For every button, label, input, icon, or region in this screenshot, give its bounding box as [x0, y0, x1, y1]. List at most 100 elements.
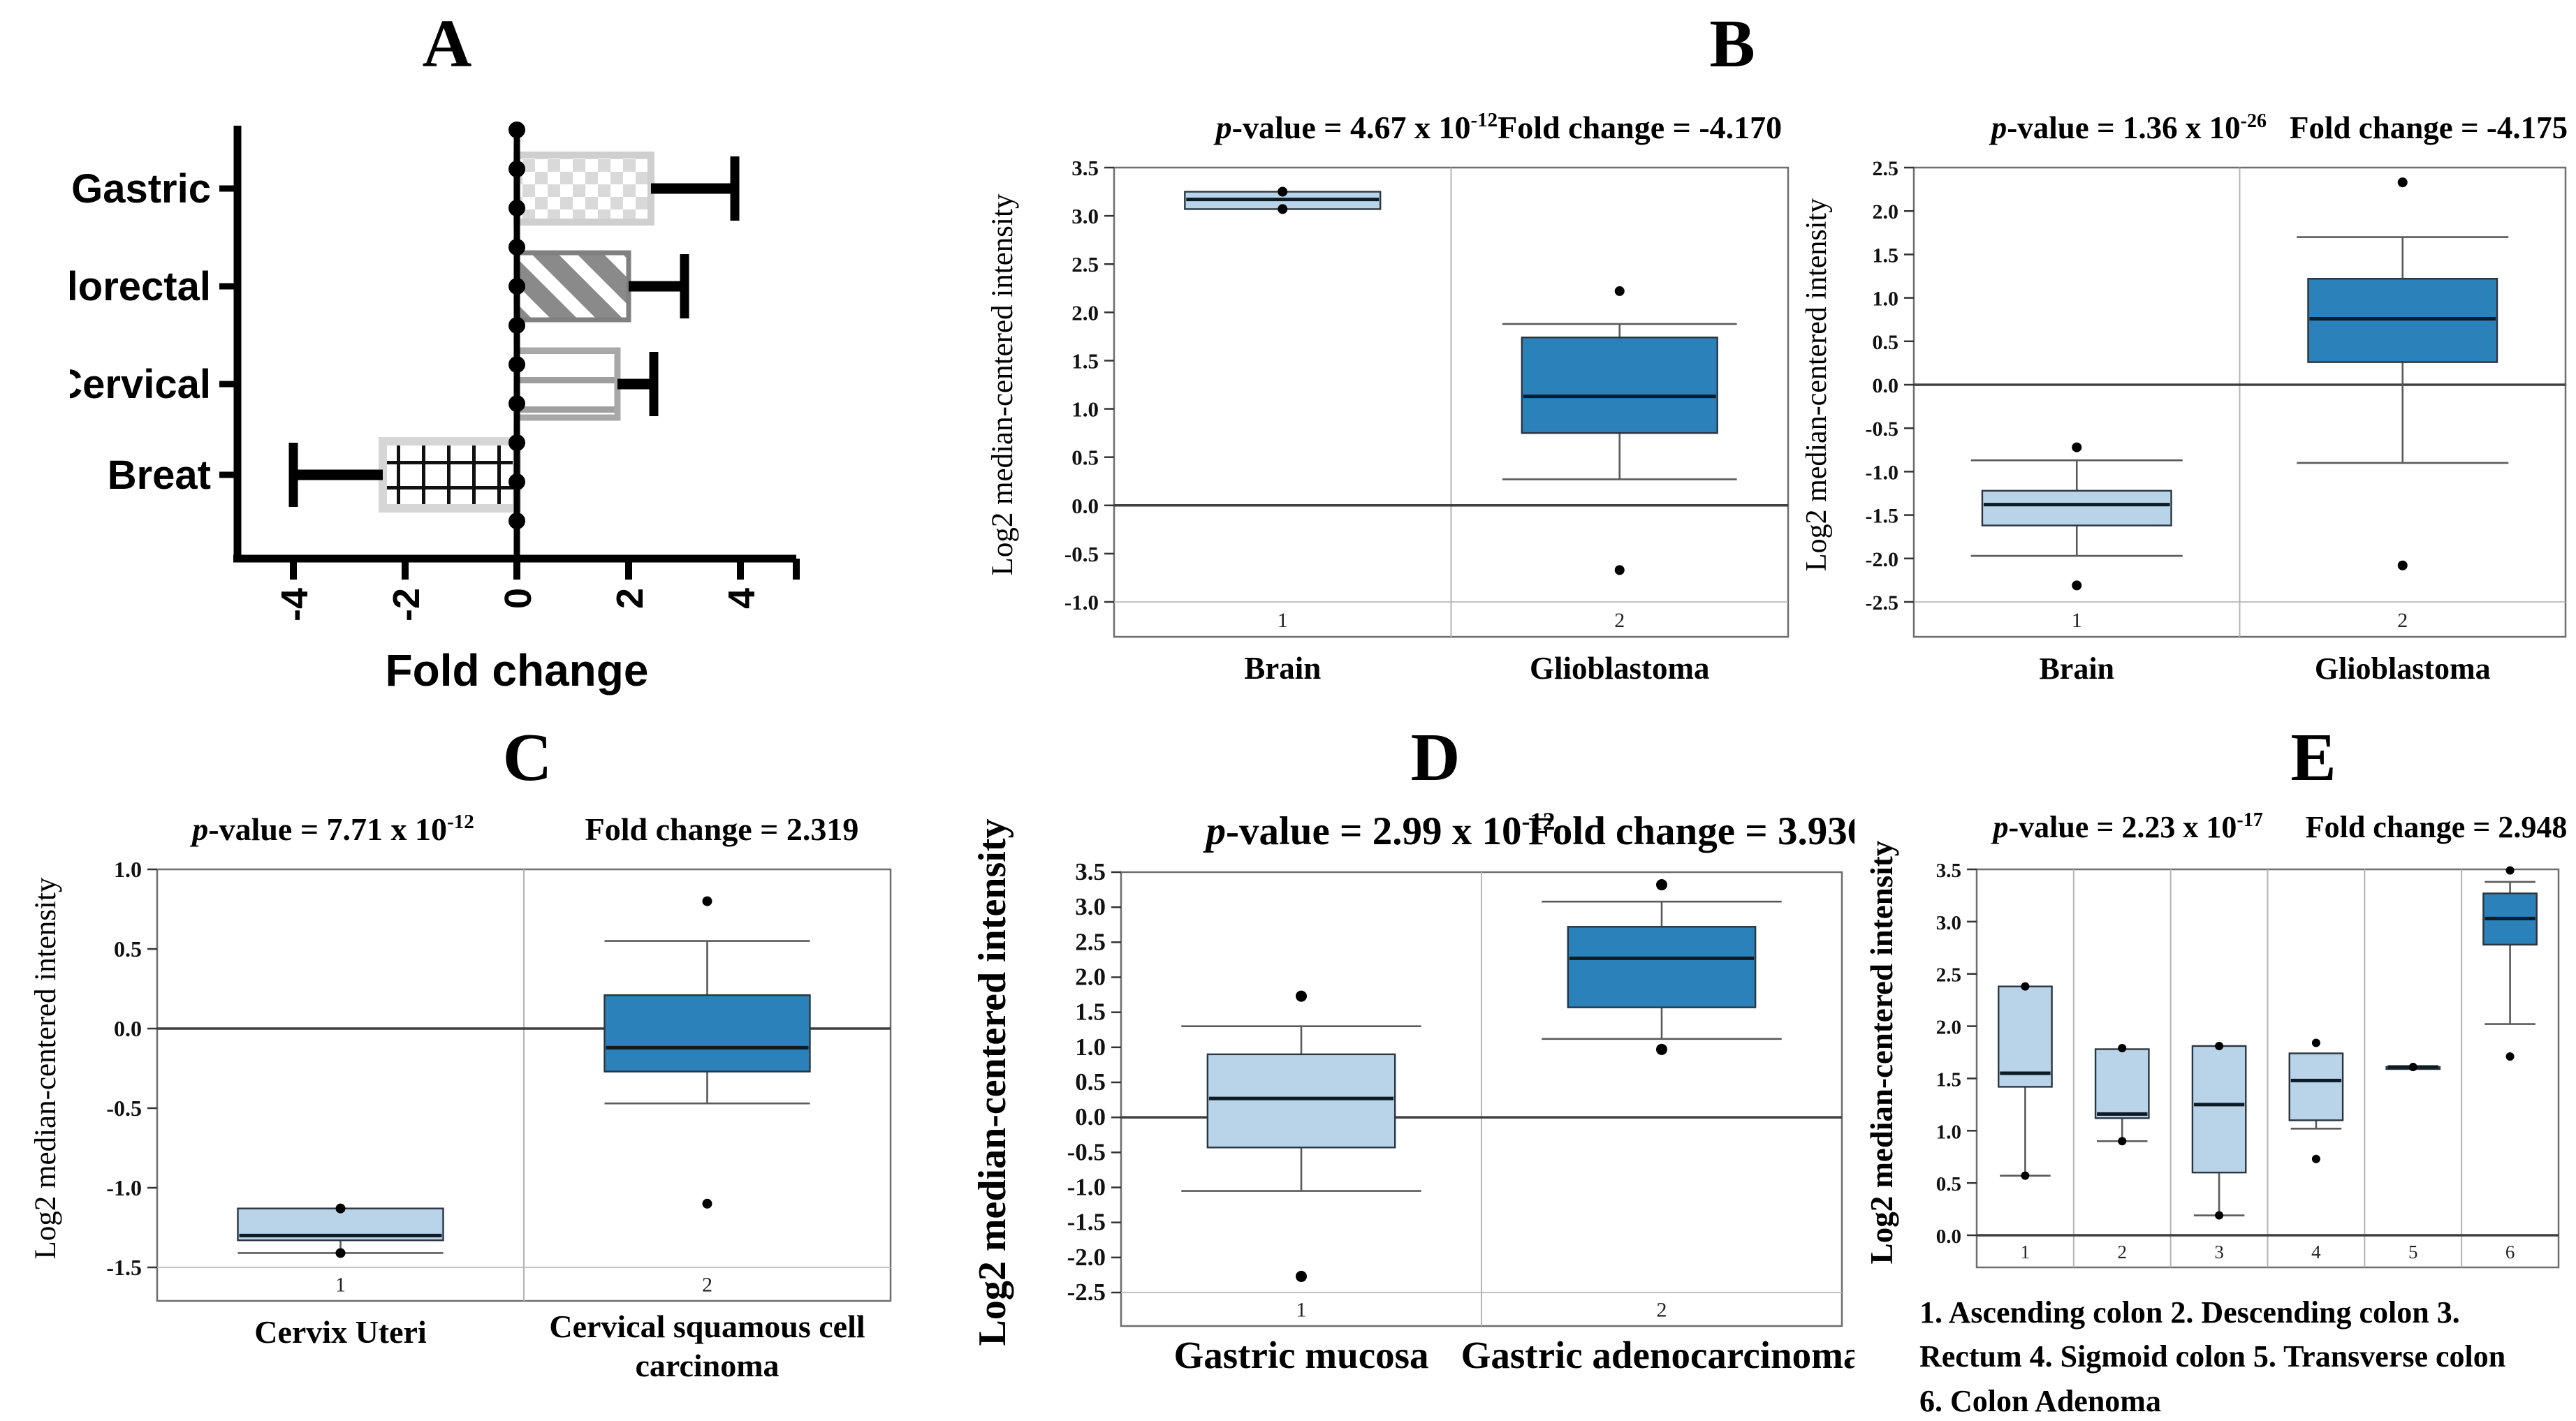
y-axis-ticks: 3.5 3.0 2.5 2.0 1.5 1.0 0.5 0.0 -0.5 -1.0 -1.5 -2.0… [1067, 858, 1121, 1306]
box-group-2 [1502, 286, 1737, 575]
svg-text:-1.5: -1.5 [106, 1255, 142, 1280]
svg-text:2.5: 2.5 [1071, 252, 1099, 277]
svg-text:3.0: 3.0 [1936, 912, 1961, 934]
svg-text:Glioblastoma: Glioblastoma [2315, 651, 2491, 686]
data-point [2021, 982, 2030, 991]
svg-text:Gastric: Gastric [71, 166, 211, 212]
svg-text:3.5: 3.5 [1075, 858, 1106, 885]
fold-change-title: Fold change = -4.170 [1498, 110, 1782, 145]
fold-change-title: Fold change = 2.948 [2306, 810, 2568, 844]
box-group-1 [1998, 982, 2053, 1180]
p-value-title: p-value = 1.36 x 10-26 [1989, 110, 2267, 145]
svg-text:1.0: 1.0 [1873, 288, 1899, 311]
box-group-2 [603, 896, 811, 1209]
data-point [2505, 866, 2515, 875]
y-axis-title: Log2 median-centered intensity [1801, 198, 1833, 571]
panel-label-C: C [502, 720, 552, 795]
iqr-box [1521, 337, 1718, 434]
svg-text:Cervical: Cervical [70, 362, 211, 407]
svg-text:Breat: Breat [108, 452, 211, 498]
data-point [335, 1248, 346, 1258]
legend-note-line-3: 6. Colon Adenoma [1919, 1383, 2161, 1418]
svg-text:0.5: 0.5 [1075, 1068, 1106, 1096]
bar-series [288, 152, 740, 513]
svg-text:-1.5: -1.5 [1067, 1209, 1106, 1236]
category-labels: Gastric Colorectal Cervical Breat [13, 166, 237, 498]
svg-text:1.0: 1.0 [114, 857, 142, 882]
data-point [2311, 1154, 2320, 1163]
bar-breat [379, 437, 521, 513]
panel-label-D: D [1410, 720, 1461, 795]
svg-text:-1.0: -1.0 [1067, 1174, 1106, 1201]
B1-boxplot-svg: p-value = 4.67 x 10-12 Fold change = -4.1… [986, 109, 1790, 686]
iqr-box [2288, 1052, 2344, 1121]
svg-text:Brain: Brain [1244, 651, 1321, 686]
data-point [1656, 879, 1667, 891]
group-number-strip: 1 2 3 4 5 6 [2021, 1242, 2515, 1262]
data-point [2215, 1042, 2224, 1051]
svg-text:2: 2 [1614, 609, 1625, 632]
svg-text:-1.0: -1.0 [1866, 461, 1899, 484]
y-axis-title: Log2 median-centered intensity [1864, 840, 1899, 1264]
data-point [2072, 442, 2082, 452]
svg-text:2: 2 [2118, 1242, 2128, 1262]
x-axis-title: Fold change [386, 645, 649, 695]
iqr-box [1567, 926, 1757, 1008]
svg-text:2.0: 2.0 [1873, 200, 1899, 223]
data-point [2072, 580, 2082, 591]
svg-text:2: 2 [609, 588, 651, 609]
svg-text:3.5: 3.5 [1071, 156, 1099, 180]
y-axis-ticks: 3.5 3.0 2.5 2.0 1.5 1.0 0.5 0.0 -0.5 -1.0 [1064, 156, 1114, 614]
data-point [1656, 1043, 1667, 1055]
x-axis [233, 554, 800, 580]
legend-note-line-1: 1. Ascending colon 2. Descending colon 3… [1919, 1295, 2460, 1330]
box-group-6 [2482, 866, 2538, 1061]
svg-text:6: 6 [2505, 1242, 2515, 1262]
box-group-3 [2191, 1042, 2247, 1220]
group-labels: Brain Glioblastoma [2039, 651, 2490, 686]
y-axis-title: Log2 median-centered intensity [986, 193, 1019, 575]
iqr-box [1206, 1053, 1396, 1149]
svg-text:1.5: 1.5 [1936, 1068, 1961, 1091]
svg-text:1: 1 [2021, 1242, 2030, 1262]
svg-text:1.5: 1.5 [1075, 999, 1106, 1026]
svg-text:2.0: 2.0 [1075, 964, 1106, 991]
svg-text:2.0: 2.0 [1936, 1017, 1961, 1039]
svg-text:1.0: 1.0 [1071, 397, 1099, 422]
B2-boxplot-svg: p-value = 1.36 x 10-26 Fold change = -4.1… [1801, 110, 2568, 686]
data-point [2408, 1062, 2417, 1071]
svg-text:Cervix Uteri: Cervix Uteri [254, 1314, 427, 1350]
data-point [2215, 1211, 2224, 1220]
svg-text:0.0: 0.0 [1075, 1103, 1106, 1131]
data-point [2397, 560, 2408, 570]
svg-text:1: 1 [2072, 609, 2082, 632]
fold-change-bar-chart-svg: -4 -2 0 2 4 Gastric Colorectal Cervical Breat Fol… [13, 122, 800, 695]
panel-E-colon-boxplot: p-value = 2.23 x 10-17 Fold change = 2.94… [1861, 800, 2574, 1278]
group-labels: Gastric mucosa Gastric adenocarcinoma [1173, 1334, 1862, 1376]
svg-text:2.0: 2.0 [1071, 300, 1099, 325]
svg-text:0.5: 0.5 [1873, 331, 1899, 354]
panel-D-gastric-boxplot: p-value = 2.99 x 10-12 Fold change = 3.93… [971, 800, 1867, 1421]
svg-text:4: 4 [2311, 1242, 2321, 1262]
iqr-box [1998, 985, 2053, 1088]
fold-change-title: Fold change = 3.936 [1528, 809, 1854, 853]
y-axis-ticks: 1.0 0.5 0.0 -0.5 -1.0 -1.5 [106, 857, 157, 1280]
svg-text:-1.0: -1.0 [106, 1175, 142, 1200]
svg-text:1: 1 [335, 1274, 346, 1297]
box-group-1 [1184, 186, 1382, 214]
svg-text:4: 4 [721, 588, 763, 609]
svg-text:1: 1 [1296, 1299, 1307, 1322]
box-group-1 [1181, 990, 1421, 1282]
svg-text:3.5: 3.5 [1936, 860, 1961, 882]
svg-text:-2.0: -2.0 [1067, 1244, 1106, 1271]
panel-label-E: E [2290, 720, 2336, 795]
data-point [1296, 1270, 1307, 1282]
data-point [2311, 1038, 2320, 1047]
panel-B-right-brain-glioblastoma-boxplot: p-value = 1.36 x 10-26 Fold change = -4.1… [1795, 98, 2576, 730]
svg-text:-2.0: -2.0 [1866, 548, 1899, 571]
svg-text:0: 0 [497, 588, 539, 609]
bar-gastric [513, 152, 654, 226]
